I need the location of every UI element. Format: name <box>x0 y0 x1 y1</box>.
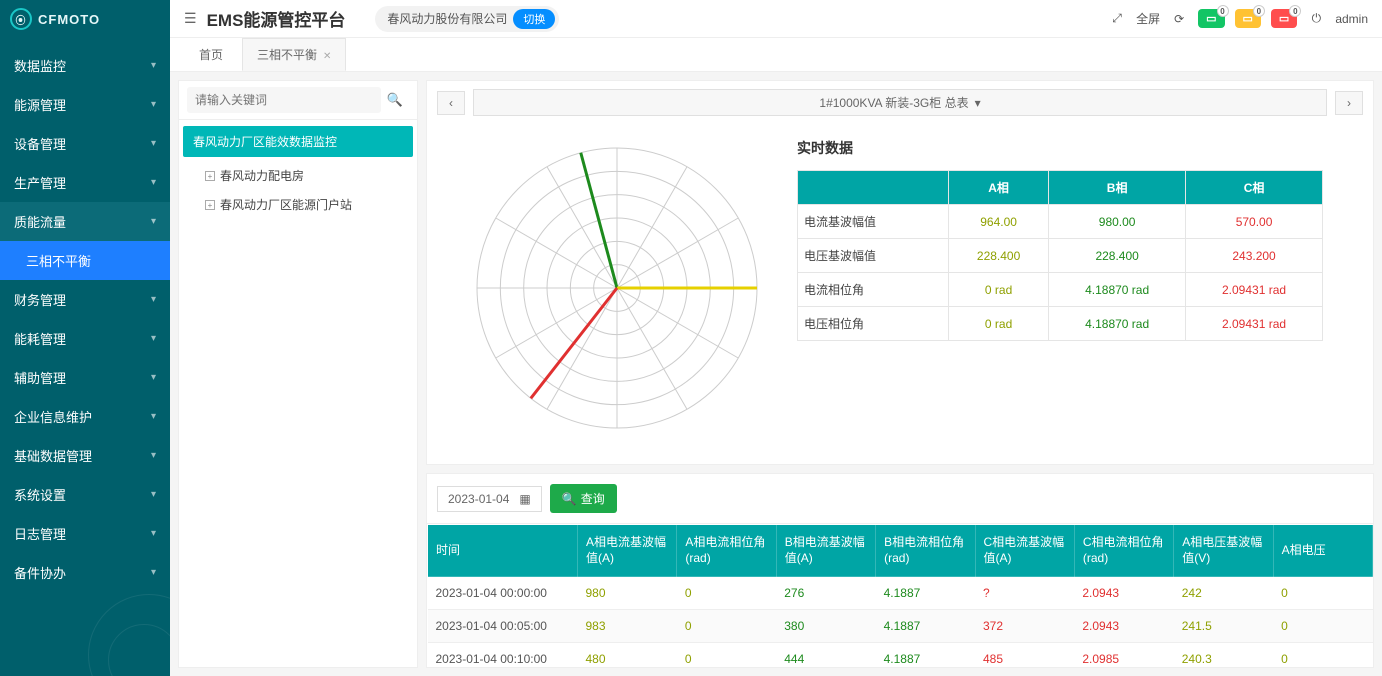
chevron-down-icon: ▾ <box>151 60 156 71</box>
chevron-down-icon: ▾ <box>151 372 156 383</box>
content: 🔍 春风动力厂区能效数据监控 + 春风动力配电房 + 春风动力厂区能源门户站 <box>170 72 1382 676</box>
tree-node-2[interactable]: + 春风动力厂区能源门户站 <box>183 190 413 219</box>
tree-expand-icon[interactable]: + <box>205 171 215 181</box>
chevron-down-icon: ▾ <box>151 333 156 344</box>
column-header: B相电流基波幅值(A) <box>776 525 875 577</box>
nav-subitem[interactable]: 三相不平衡 <box>0 241 170 280</box>
realtime-table: A相B相C相电流基波幅值964.00980.00570.00电压基波幅值228.… <box>797 170 1323 341</box>
tab[interactable]: 三相不平衡✕ <box>242 38 346 71</box>
table-row: 2023-01-04 00:05:0098303804.18873722.094… <box>428 610 1373 643</box>
column-header: A相电压 <box>1273 525 1372 577</box>
column-header: A相电压基波幅值(V) <box>1174 525 1273 577</box>
refresh-icon[interactable]: ⟳ <box>1170 10 1188 28</box>
tree-panel: 🔍 春风动力厂区能效数据监控 + 春风动力配电房 + 春风动力厂区能源门户站 <box>178 80 418 668</box>
device-right-toggle[interactable]: › <box>1335 91 1363 115</box>
column-header: A相电流基波幅值(A) <box>578 525 677 577</box>
nav-item[interactable]: 能源管理▾ <box>0 85 170 124</box>
user-name: admin <box>1335 12 1368 26</box>
chart-card: ‹ 1#1000KVA 新装-3G柜 总表 ▾ › 实时数据 <box>426 80 1374 465</box>
tree-search-row: 🔍 <box>179 81 417 120</box>
menu-toggle-icon[interactable]: ☰ <box>184 10 197 27</box>
nav-list: 数据监控▾能源管理▾设备管理▾生产管理▾质能流量▾三相不平衡财务管理▾能耗管理▾… <box>0 46 170 592</box>
app-title: EMS能源管控平台 <box>207 6 346 31</box>
date-input[interactable]: 2023-01-04 ▦ <box>437 486 542 512</box>
nav-item[interactable]: 生产管理▾ <box>0 163 170 202</box>
nav-item[interactable]: 财务管理▾ <box>0 280 170 319</box>
alert-red-button[interactable]: ▭0 <box>1271 9 1297 28</box>
right-panel: ‹ 1#1000KVA 新装-3G柜 总表 ▾ › 实时数据 <box>426 80 1374 668</box>
alert-yellow-button[interactable]: ▭0 <box>1235 9 1261 28</box>
main: ☰ EMS能源管控平台 春风动力股份有限公司 切换 ⤢ 全屏 ⟳ ▭0 ▭0 ▭… <box>170 0 1382 676</box>
nav-item[interactable]: 辅助管理▾ <box>0 358 170 397</box>
polar-chart <box>457 128 777 448</box>
nav-item[interactable]: 企业信息维护▾ <box>0 397 170 436</box>
realtime-title: 实时数据 <box>797 138 1323 158</box>
nav-item[interactable]: 能耗管理▾ <box>0 319 170 358</box>
selector-row: ‹ 1#1000KVA 新装-3G柜 总表 ▾ › <box>427 81 1373 124</box>
history-card: 2023-01-04 ▦ 🔍 查询 时间A相电流基波幅值(A)A相电流相位角(r… <box>426 473 1374 668</box>
nav-item[interactable]: 数据监控▾ <box>0 46 170 85</box>
device-left-toggle[interactable]: ‹ <box>437 91 465 115</box>
device-select[interactable]: 1#1000KVA 新装-3G柜 总表 ▾ <box>473 89 1327 116</box>
search-button[interactable]: 🔍 查询 <box>550 484 617 513</box>
alert-green-button[interactable]: ▭0 <box>1198 9 1224 28</box>
column-header: C相电流基波幅值(A) <box>975 525 1074 577</box>
chart-row: 实时数据 A相B相C相电流基波幅值964.00980.00570.00电压基波幅… <box>427 124 1373 464</box>
chevron-down-icon: ▾ <box>151 411 156 422</box>
search-icon[interactable]: 🔍 <box>381 88 409 112</box>
history-table-wrap[interactable]: 时间A相电流基波幅值(A)A相电流相位角(rad)B相电流基波幅值(A)B相电流… <box>427 524 1373 667</box>
topbar: ☰ EMS能源管控平台 春风动力股份有限公司 切换 ⤢ 全屏 ⟳ ▭0 ▭0 ▭… <box>170 0 1382 38</box>
table-row: 2023-01-04 00:10:0048004444.18874852.098… <box>428 643 1373 667</box>
table-row: 2023-01-04 00:00:0098002764.1887?2.09432… <box>428 577 1373 610</box>
history-table: 时间A相电流基波幅值(A)A相电流相位角(rad)B相电流基波幅值(A)B相电流… <box>427 524 1373 667</box>
nav-item[interactable]: 日志管理▾ <box>0 514 170 553</box>
column-header: C相电流相位角(rad) <box>1074 525 1173 577</box>
sidebar: ⦿ CFMOTO 数据监控▾能源管理▾设备管理▾生产管理▾质能流量▾三相不平衡财… <box>0 0 170 676</box>
column-header: 时间 <box>428 525 578 577</box>
nav-item[interactable]: 设备管理▾ <box>0 124 170 163</box>
chevron-down-icon: ▾ <box>151 294 156 305</box>
logo-text: CFMOTO <box>38 12 100 27</box>
logo: ⦿ CFMOTO <box>0 0 170 38</box>
nav-item[interactable]: 系统设置▾ <box>0 475 170 514</box>
search-icon: 🔍 <box>562 492 577 506</box>
tree-expand-icon[interactable]: + <box>205 200 215 210</box>
logo-icon: ⦿ <box>10 8 32 30</box>
tabs: 首页三相不平衡✕ <box>170 38 1382 72</box>
chevron-down-icon: ▾ <box>151 567 156 578</box>
chevron-down-icon: ▾ <box>975 96 981 110</box>
column-header: A相电流相位角(rad) <box>677 525 776 577</box>
tree-search-input[interactable] <box>187 87 381 113</box>
power-icon[interactable]: ⏻ <box>1307 10 1325 28</box>
tab[interactable]: 首页 <box>184 38 238 71</box>
chevron-down-icon: ▾ <box>151 528 156 539</box>
chevron-down-icon: ▾ <box>151 489 156 500</box>
chevron-down-icon: ▾ <box>151 177 156 188</box>
close-icon[interactable]: ✕ <box>323 51 331 62</box>
org-pill: 春风动力股份有限公司 切换 <box>375 6 559 32</box>
topbar-right: ⤢ 全屏 ⟳ ▭0 ▭0 ▭0 ⏻ admin <box>1108 9 1368 28</box>
org-name: 春风动力股份有限公司 <box>387 10 507 27</box>
nav-item[interactable]: 备件协办▾ <box>0 553 170 592</box>
chevron-down-icon: ▾ <box>151 138 156 149</box>
fullscreen-icon[interactable]: ⤢ <box>1108 10 1126 28</box>
tree-root[interactable]: 春风动力厂区能效数据监控 <box>183 126 413 157</box>
chevron-down-icon: ▾ <box>151 216 156 227</box>
calendar-icon: ▦ <box>519 492 530 506</box>
realtime-panel: 实时数据 A相B相C相电流基波幅值964.00980.00570.00电压基波幅… <box>797 128 1343 448</box>
tree-node-1[interactable]: + 春风动力配电房 <box>183 161 413 190</box>
nav-item[interactable]: 基础数据管理▾ <box>0 436 170 475</box>
chevron-down-icon: ▾ <box>151 450 156 461</box>
fullscreen-label: 全屏 <box>1136 10 1160 27</box>
tree: 春风动力厂区能效数据监控 + 春风动力配电房 + 春风动力厂区能源门户站 <box>179 120 417 225</box>
column-header: B相电流相位角(rad) <box>876 525 975 577</box>
chevron-down-icon: ▾ <box>151 99 156 110</box>
filter-row: 2023-01-04 ▦ 🔍 查询 <box>427 474 1373 524</box>
switch-org-button[interactable]: 切换 <box>513 9 555 29</box>
nav-item[interactable]: 质能流量▾ <box>0 202 170 241</box>
